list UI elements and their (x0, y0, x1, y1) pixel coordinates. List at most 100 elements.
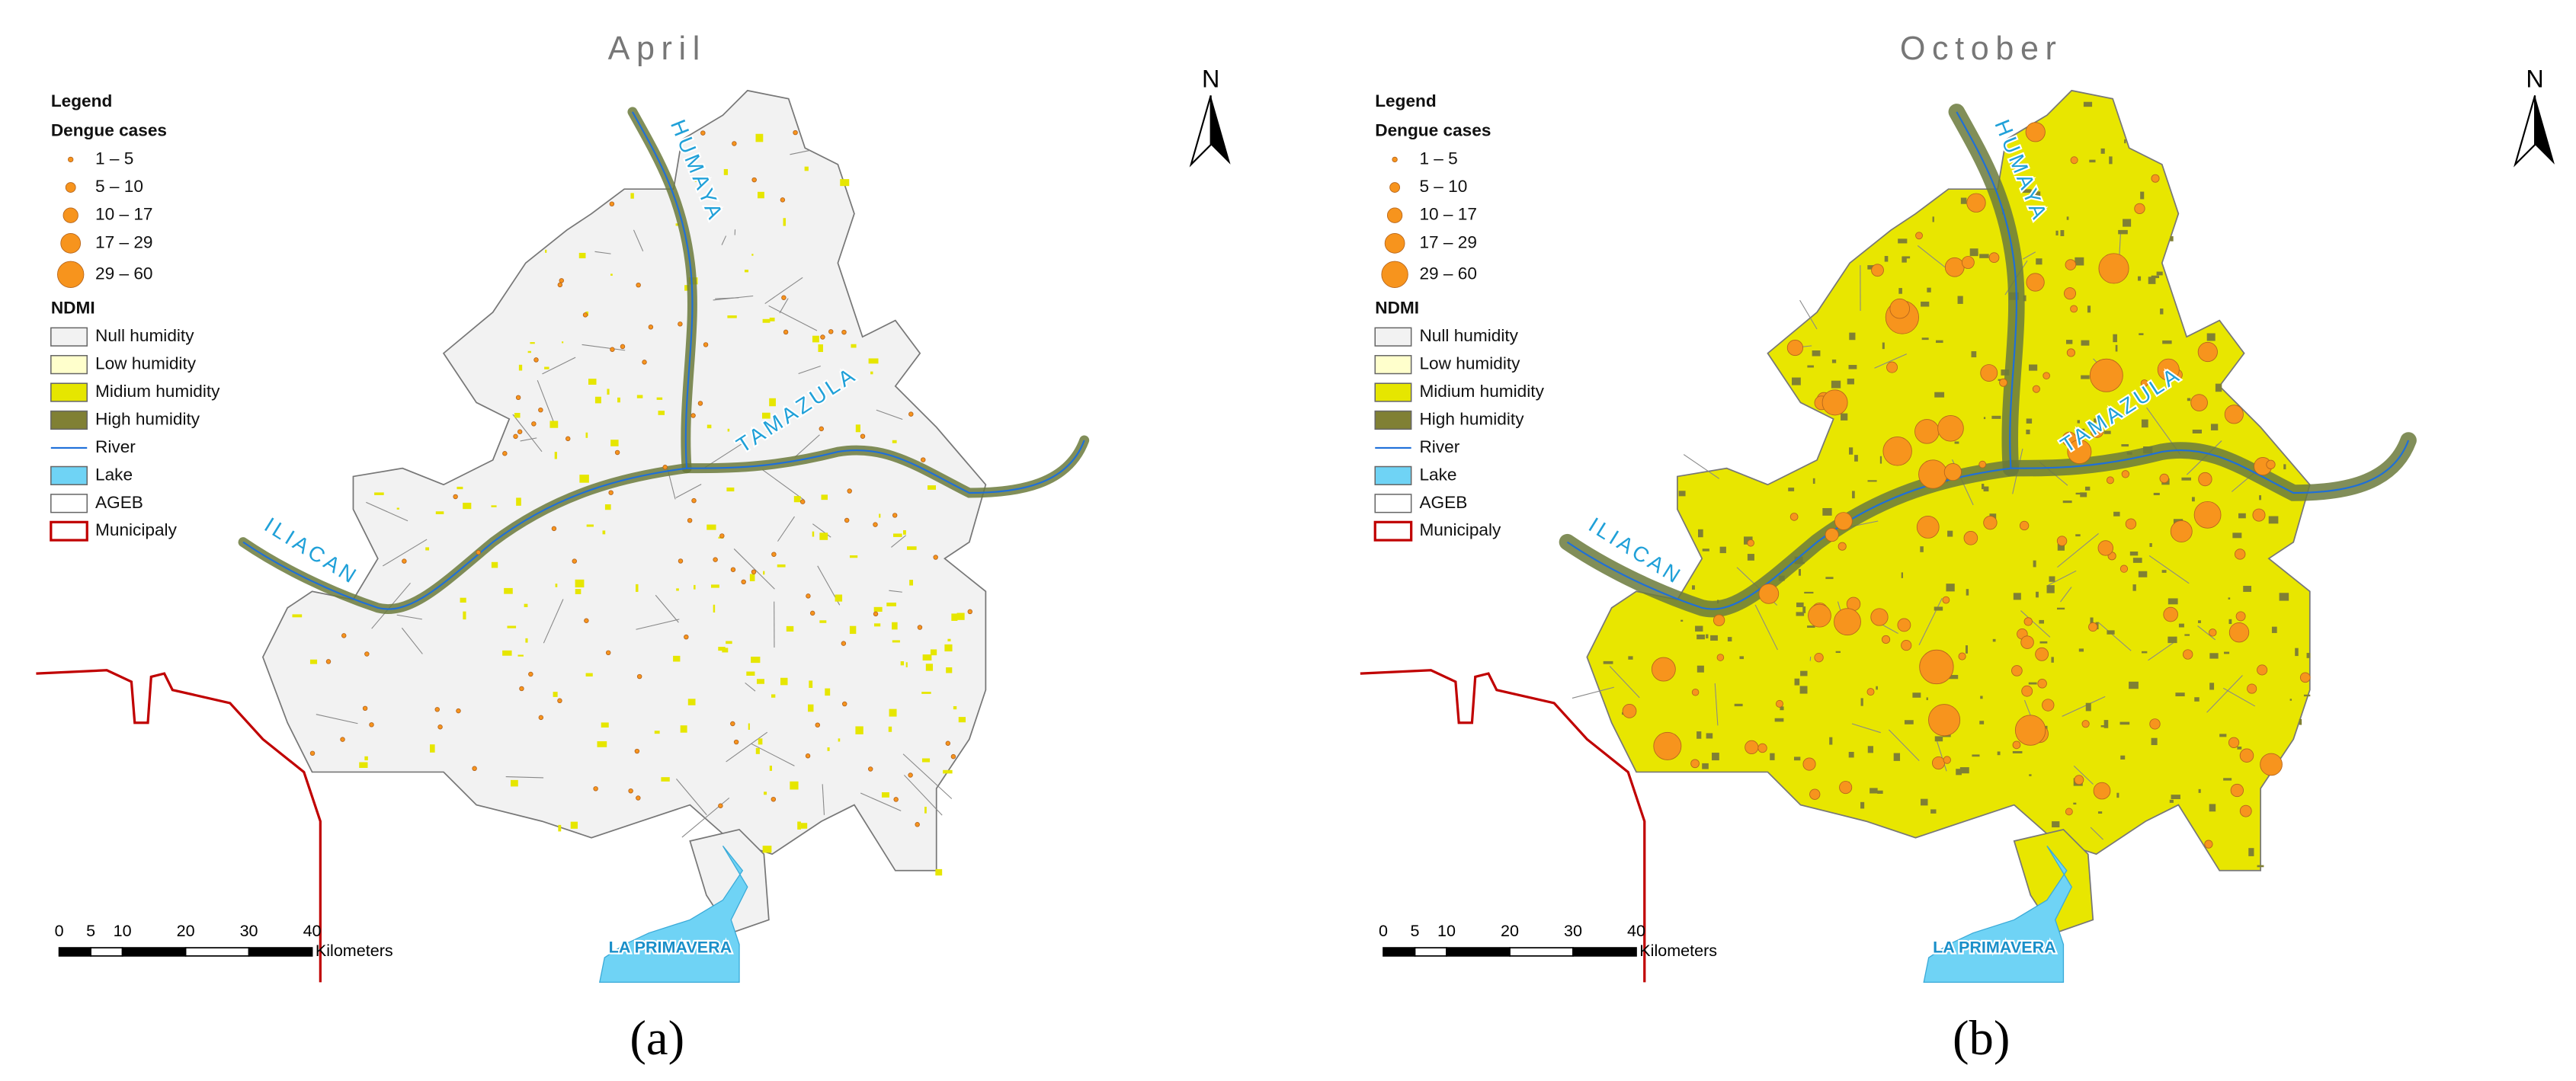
dengue-case-dot (2021, 685, 2033, 697)
legend-symbol (50, 355, 88, 375)
humidity-patch (922, 654, 932, 661)
legend-symbol (50, 494, 88, 513)
humidity-patch (1854, 455, 1858, 462)
humidity-patch (1983, 486, 1989, 492)
ageb-boundary (2057, 533, 2099, 568)
dengue-case-dot (662, 465, 668, 470)
humidity-patch (2062, 501, 2072, 504)
humidity-patch (1793, 756, 1801, 761)
humidity-patch (2034, 191, 2041, 199)
humidity-patch (2113, 511, 2120, 517)
north-arrow-left (2514, 95, 2536, 168)
humidity-patch (905, 662, 908, 667)
ageb-boundary (401, 627, 423, 654)
ageb-boundary (762, 469, 805, 501)
humidity-patch (2039, 619, 2045, 624)
humidity-patch (309, 659, 318, 664)
humidity-patch (756, 679, 764, 684)
humidity-patch (1982, 484, 1985, 490)
scale-tick-label: 0 (55, 921, 64, 940)
dengue-case-dot (908, 772, 913, 778)
dengue-case-dot (1916, 516, 1940, 539)
ageb-boundary (889, 590, 902, 593)
humidity-patch (2046, 585, 2055, 593)
humidity-patch (544, 366, 549, 369)
humidity-patch (2057, 543, 2065, 551)
humidity-patch (1860, 801, 1865, 809)
dengue-case-dot (2066, 348, 2075, 357)
dengue-case-dot (815, 722, 821, 728)
dengue-case-dot (1958, 652, 1966, 660)
scale-unit: Kilometers (316, 941, 393, 960)
humidity-patch (2115, 344, 2118, 352)
humidity-patch (921, 758, 931, 763)
humidity-patch (1934, 606, 1943, 611)
humidity-patch (1770, 753, 1775, 760)
dengue-case-dot (2193, 501, 2222, 529)
humidity-patch (821, 494, 828, 501)
panel-caption: (b) (1953, 1010, 2010, 1065)
ageb-boundary (2023, 251, 2036, 260)
legend-label: River (1419, 437, 1459, 456)
scale-tick-label: 30 (1564, 921, 1582, 940)
dengue-case-dot (917, 625, 923, 630)
humidity-patch (2077, 428, 2085, 436)
dengue-case-dot (2190, 394, 2208, 411)
humidity-patch (2257, 865, 2264, 868)
humidity-patch (1710, 635, 1718, 641)
humidity-patch (1920, 546, 1924, 552)
humidity-patch (554, 452, 557, 459)
dengue-case-dot (565, 436, 571, 442)
humidity-patch (1697, 731, 1702, 739)
dengue-case-dot (1983, 515, 1998, 530)
dengue-case-dot (945, 740, 951, 746)
dengue-case-dot (967, 609, 973, 615)
humidity-patch (1893, 753, 1901, 761)
humidity-patch (2175, 692, 2185, 697)
dengue-case-dot (538, 715, 544, 721)
humidity-patch (1879, 456, 1882, 464)
dengue-case-dot (531, 421, 537, 427)
humidity-patch (2209, 653, 2219, 659)
ageb-boundary (2148, 555, 2190, 584)
dengue-case-dot (700, 130, 706, 136)
legend-label: Midium humidity (95, 382, 220, 401)
dengue-case-dot (1915, 232, 1923, 240)
humidity-patch (2194, 697, 2200, 702)
humidity-patch (706, 524, 716, 530)
legend-label: 10 – 17 (1419, 205, 1477, 224)
humidity-patch (530, 342, 535, 344)
humidity-patch (838, 738, 841, 742)
humidity-patch (840, 179, 850, 187)
humidity-patch (2012, 750, 2023, 753)
dengue-case-dot (636, 795, 641, 801)
humidity-patch (793, 496, 801, 503)
humidity-patch (2080, 492, 2087, 497)
humidity-patch (607, 389, 610, 395)
humidity-patch (759, 433, 764, 437)
humidity-patch (680, 725, 687, 733)
humidity-patch (2153, 492, 2160, 496)
dengue-case-dot (1871, 264, 1884, 277)
humidity-patch (909, 580, 914, 586)
dengue-case-dot (2025, 122, 2046, 142)
humidity-patch (562, 341, 564, 344)
humidity-patch (727, 315, 737, 318)
humidity-patch (2100, 148, 2105, 154)
dengue-case-dot (2065, 259, 2077, 270)
humidity-patch (2090, 617, 2094, 625)
humidity-patch (2141, 419, 2148, 428)
dengue-case-dot (1980, 364, 1998, 382)
legend-symbol (1381, 261, 1408, 288)
river (1956, 111, 2017, 469)
ageb-boundary (903, 775, 943, 816)
dengue-case-dot (684, 634, 689, 640)
humidity-patch (553, 692, 558, 697)
legend-section: Dengue cases (1375, 121, 1491, 140)
humidity-patch (888, 726, 892, 732)
ageb-boundary (2060, 587, 2072, 603)
humidity-patch (602, 530, 606, 535)
legend-symbol (62, 207, 78, 223)
humidity-patch (491, 505, 497, 507)
legend-section: NDMI (51, 299, 95, 318)
